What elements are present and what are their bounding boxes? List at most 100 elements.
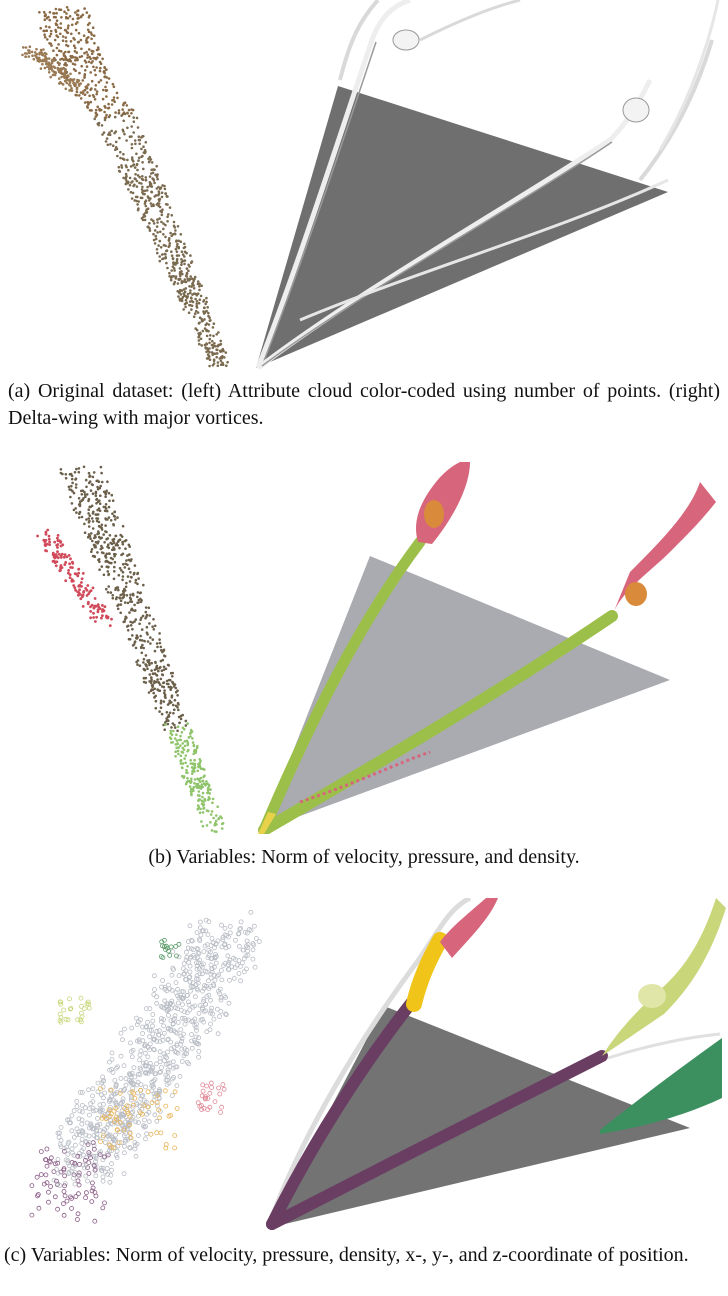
cloud-point: [256, 939, 262, 944]
cloud-point: [68, 14, 72, 18]
cloud-point: [157, 244, 160, 247]
cloud-point: [123, 539, 127, 543]
cloud-point: [120, 1037, 125, 1043]
cloud-point: [134, 618, 138, 621]
cloud-point: [88, 94, 91, 98]
cloud-point: [150, 678, 153, 681]
cloud-point: [198, 288, 201, 292]
cloud-point: [43, 51, 47, 55]
cloud-point: [91, 586, 95, 590]
cloud-point: [178, 1033, 184, 1039]
cloud-point: [98, 1149, 103, 1155]
cloud-point: [144, 176, 148, 179]
cloud-point: [98, 1165, 104, 1171]
cloud-point: [194, 1027, 199, 1033]
cloud-point: [91, 26, 95, 30]
cloud-point: [158, 954, 164, 959]
cloud-point: [77, 516, 81, 519]
cloud-point: [129, 1025, 135, 1031]
cloud-point: [195, 980, 201, 986]
cloud-point: [69, 495, 72, 499]
cloud-point: [181, 253, 185, 256]
cloud-point: [93, 88, 97, 91]
cloud-point: [102, 533, 105, 536]
cloud-point: [174, 247, 178, 251]
cloud-point: [226, 959, 232, 965]
cloud-point: [164, 192, 167, 195]
cloud-point: [125, 581, 128, 585]
cloud-point: [131, 644, 135, 647]
cloud-point: [201, 811, 205, 814]
cloud-point: [119, 1140, 124, 1146]
cloud-point: [109, 1056, 115, 1062]
cloud-point: [143, 1070, 149, 1075]
cloud-point: [42, 48, 45, 51]
cloud-point: [183, 259, 187, 262]
cloud-point: [169, 678, 172, 682]
cloud-point: [108, 1172, 114, 1178]
cloud-point: [96, 485, 99, 489]
cloud-point: [77, 1153, 83, 1159]
cloud-point: [158, 205, 162, 209]
cloud-point: [65, 555, 69, 559]
cloud-point: [160, 195, 164, 199]
cloud-point: [131, 627, 134, 631]
cloud-point: [87, 1106, 92, 1112]
cloud-point: [105, 95, 108, 98]
cloud-point: [80, 577, 84, 581]
cloud-point: [115, 147, 119, 151]
cloud-point: [107, 102, 110, 106]
cloud-point: [101, 133, 104, 136]
cloud-point: [185, 301, 189, 305]
cloud-point: [103, 116, 107, 120]
cloud-point: [92, 34, 96, 37]
cloud-point: [179, 1035, 185, 1041]
cloud-point: [75, 87, 79, 91]
cloud-point: [67, 50, 71, 54]
cloud-point: [123, 587, 126, 591]
cloud-point: [252, 964, 258, 970]
cloud-point: [164, 235, 167, 239]
cloud-point: [209, 319, 212, 322]
cloud-point: [202, 299, 206, 302]
cloud-point: [72, 44, 76, 47]
cloud-point: [189, 1032, 195, 1037]
cloud-point: [90, 37, 93, 41]
cloud-point: [129, 190, 133, 194]
cloud-point: [207, 323, 211, 326]
cloud-point: [88, 590, 92, 594]
cloud-point: [170, 254, 174, 257]
cloud-point: [64, 579, 68, 583]
cloud-point: [170, 965, 176, 971]
cloud-point: [107, 1113, 113, 1119]
cloud-point: [74, 1126, 80, 1132]
cloud-point: [176, 290, 179, 293]
cloud-point: [91, 539, 94, 543]
cloud-point: [49, 64, 53, 68]
cloud-point: [79, 1010, 84, 1016]
cloud-point: [174, 743, 178, 746]
cloud-point: [51, 69, 54, 72]
cloud-point: [111, 99, 114, 102]
cloud-point: [144, 141, 148, 144]
cloud-point: [243, 943, 249, 949]
cloud-point: [54, 22, 58, 25]
cloud-point: [170, 701, 173, 704]
cloud-point: [52, 1161, 58, 1167]
cloud-point: [174, 1083, 180, 1089]
cloud-point: [217, 986, 223, 992]
cloud-point: [197, 919, 203, 925]
cloud-point: [77, 571, 81, 575]
cloud-point: [82, 465, 86, 469]
cloud-point: [179, 233, 183, 236]
cloud-point: [77, 497, 81, 500]
cloud-point: [160, 191, 164, 194]
cloud-point: [157, 681, 161, 684]
cloud-point: [83, 522, 86, 526]
cloud-point: [110, 617, 113, 621]
cloud-point: [189, 291, 192, 295]
cloud-point: [175, 254, 179, 257]
cloud-point: [176, 995, 182, 1001]
cloud-point: [150, 185, 154, 188]
cloud-point: [136, 601, 139, 605]
